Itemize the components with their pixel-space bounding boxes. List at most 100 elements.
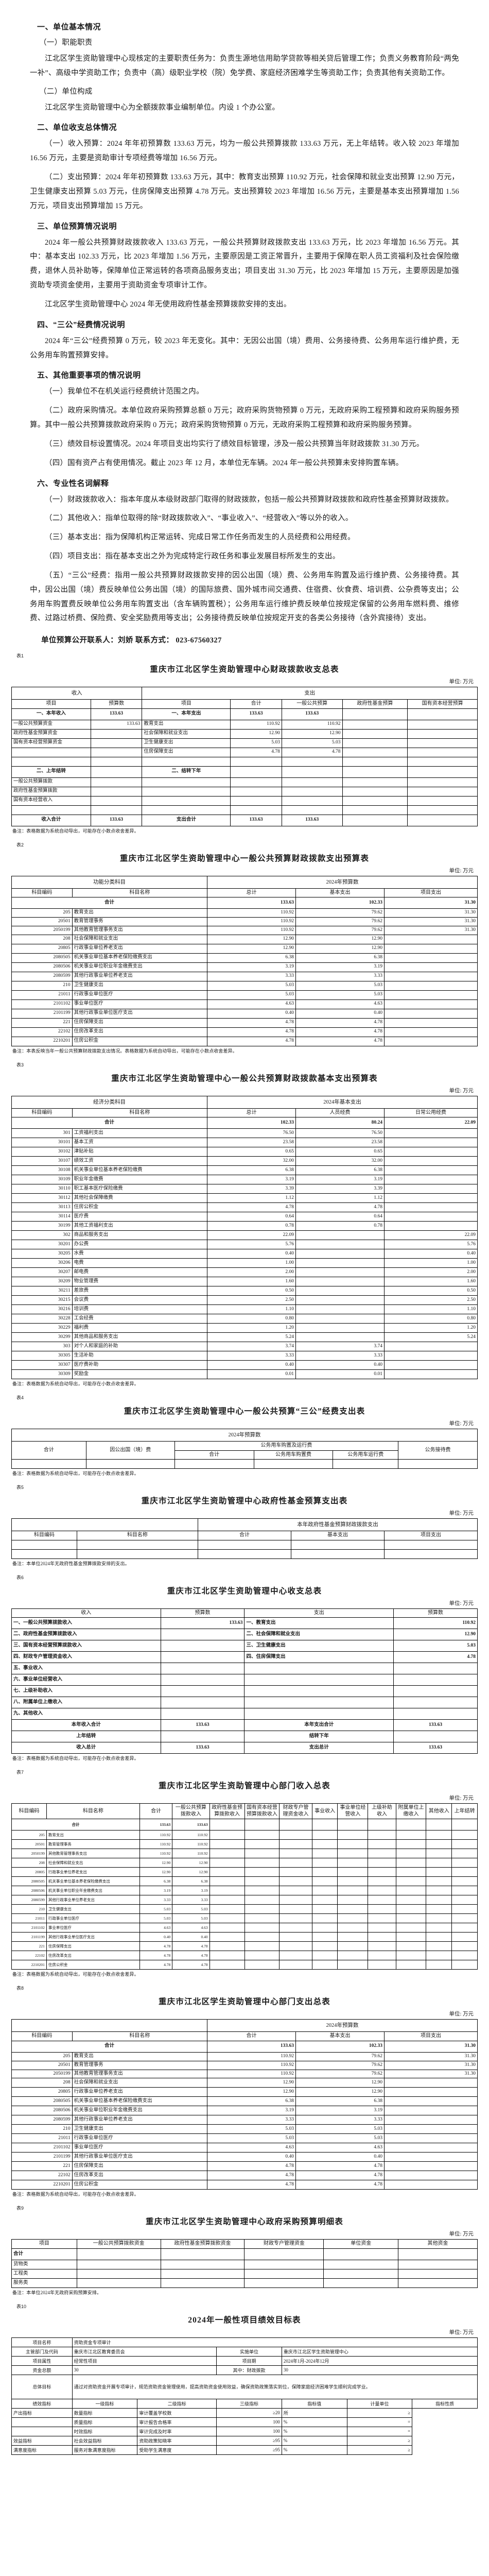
table-cell: 12.90 bbox=[172, 1867, 210, 1877]
table-cell bbox=[383, 980, 478, 991]
table-row: 质量指标 审计报告合格率 100% = bbox=[11, 2417, 478, 2427]
table-cell bbox=[451, 1932, 478, 1942]
table-cell: 机关事业单位职业年金缴费支出 bbox=[72, 962, 208, 972]
table-row: 一、一般公共预算拨款收入 133.63 一、教育支出 110.92 bbox=[11, 1617, 478, 1630]
table9-col-5: 其他资金 bbox=[398, 2239, 478, 2249]
table4-col-reception: 公务接待费 bbox=[398, 1441, 478, 1460]
table-cell bbox=[451, 1904, 478, 1914]
table-row: 2101199 其他行政事业单位医疗支出 0.40 0.40 bbox=[11, 1008, 478, 1019]
table8-header-row: 科目编码 科目名称 合计 基本支出 项目支出 bbox=[11, 2031, 478, 2041]
table-row: 221 住房保障支出 4.78 4.78 bbox=[11, 1941, 478, 1952]
table-cell bbox=[395, 1951, 427, 1961]
table-cell: 100 bbox=[216, 2426, 282, 2436]
table-cell: 一、一般公共预算拨款收入 bbox=[11, 1617, 161, 1630]
table-cell: 3.74 bbox=[295, 1342, 385, 1352]
table-cell: 4.78 bbox=[207, 2161, 296, 2172]
table-cell bbox=[244, 1685, 394, 1698]
table-cell bbox=[337, 1960, 369, 1970]
table-row: 七、上级补助收入 bbox=[11, 1685, 478, 1698]
table3-note: 备注：表格数据为系统自动导出，可能存在小数点收舍差异。 bbox=[12, 1381, 139, 1387]
table-cell bbox=[281, 805, 343, 815]
table-cell: 满意度指标 bbox=[11, 2445, 73, 2455]
table-row: 2080599 其他行政事业单位养老支出 3.33 3.33 bbox=[11, 2115, 478, 2125]
table-cell: 收入总计 bbox=[11, 1742, 161, 1754]
table-cell: 210 bbox=[11, 2124, 73, 2134]
table-row: 二、政府性基金预算拨款收入 二、社会保障和就业支出 12.90 bbox=[11, 1629, 478, 1641]
table-cell: 30113 bbox=[11, 1202, 73, 1213]
table-cell: 0.50 bbox=[383, 1286, 478, 1296]
table10-row-goal: 总体目标 通过对资助资金开展专项审计，规范资助资金管理使用，提高资助资金使用效益… bbox=[11, 2374, 478, 2399]
table-cell bbox=[290, 1539, 385, 1550]
table9-header-row: 项目 一般公共预算拨款资金 政府性基金预算拨款资金 财政专户管理资金 单位资金 … bbox=[11, 2239, 478, 2249]
table4-top-header-row: 2024年预算数 bbox=[11, 1429, 478, 1442]
table7-note: 备注：表格数据为系统自动导出，可能存在小数点收舍差异。 bbox=[12, 1972, 139, 1977]
table-cell: 0.64 bbox=[295, 1212, 385, 1222]
table-cell: 1.10 bbox=[383, 1304, 478, 1315]
table9-col-2: 政府性基金预算拨款资金 bbox=[160, 2239, 245, 2249]
table-cell bbox=[383, 1147, 478, 1157]
table-cell: 四、住房保障支出 bbox=[244, 1651, 394, 1664]
table-cell bbox=[451, 1941, 478, 1952]
table-cell: 0.64 bbox=[207, 1212, 296, 1222]
table-cell: 2101199 bbox=[11, 2152, 73, 2162]
table-cell: 收入合计 bbox=[11, 814, 91, 826]
table-cell bbox=[383, 1369, 478, 1380]
table-cell bbox=[230, 805, 282, 815]
table-cell: 79.62 bbox=[295, 2060, 385, 2070]
table10-ind-col-0: 一级指标 bbox=[72, 2398, 138, 2409]
table-cell: 5.76 bbox=[383, 1240, 478, 1250]
table-cell: 20805 bbox=[11, 1867, 47, 1877]
table-cell: 九、其他收入 bbox=[11, 1708, 161, 1720]
table-row: 合计 bbox=[11, 2248, 478, 2260]
table6-col-3: 预算数 bbox=[393, 1608, 478, 1618]
table7-col-10: 附属单位上缴收入 bbox=[395, 1803, 427, 1820]
table-cell: 30102 bbox=[11, 1147, 73, 1157]
paragraph-1-1: 江北区学生资助管理中心现核定的主要职责任务为：负责生源地信用助学贷款等相关贷后管… bbox=[30, 55, 459, 77]
table-cell bbox=[426, 1886, 452, 1896]
table-cell: 办公费 bbox=[72, 1240, 208, 1250]
table-cell bbox=[393, 1697, 478, 1709]
table-cell bbox=[279, 1960, 312, 1970]
table-cell bbox=[337, 1876, 369, 1887]
table-cell bbox=[383, 1138, 478, 1148]
table-cell bbox=[383, 2161, 478, 2172]
table-cell: 4.78 bbox=[295, 2171, 385, 2181]
table-cell bbox=[90, 805, 143, 815]
table-cell bbox=[407, 805, 478, 815]
table-cell bbox=[209, 1849, 245, 1859]
table2-col-2: 总计 bbox=[207, 888, 296, 898]
table-cell: ≥ bbox=[346, 2435, 413, 2446]
table-cell bbox=[383, 1165, 478, 1176]
table-cell bbox=[90, 738, 143, 748]
table-cell bbox=[407, 708, 478, 720]
table-cell bbox=[76, 2278, 161, 2288]
table-cell: 30305 bbox=[11, 1351, 73, 1361]
table-cell: 一、本年收入 bbox=[11, 708, 91, 720]
table-cell bbox=[209, 1839, 245, 1850]
table-cell bbox=[244, 1830, 280, 1840]
table-cell: 工会经费 bbox=[72, 1314, 208, 1324]
table2-group-right: 2024年预算数 bbox=[207, 875, 478, 889]
table-cell bbox=[311, 1849, 338, 1859]
table-cell bbox=[407, 719, 478, 730]
table3-group-right: 2024年基本支出 bbox=[207, 1095, 478, 1109]
table-row: 205 教育支出 110.92 79.62 31.30 bbox=[11, 908, 478, 918]
table-cell: 3.33 bbox=[207, 2115, 296, 2125]
table-cell: 2080506 bbox=[11, 1886, 47, 1896]
table-cell: 其他教育管理事务支出 bbox=[46, 1849, 140, 1859]
table-cell bbox=[209, 1876, 245, 1887]
table-row: 302 商品和服务支出 22.09 22.09 bbox=[11, 1230, 478, 1241]
table-cell: 事业单位医疗 bbox=[46, 1923, 140, 1933]
table-cell: 住房保障支出 bbox=[142, 747, 231, 757]
table-cell bbox=[368, 1858, 396, 1868]
paragraph-5-3: （三）绩效目标设置情况。2024 年项目支出均实行了绩效目标管理，涉及一般公共预… bbox=[45, 439, 424, 448]
table-cell: 其他行政事业单位医疗支出 bbox=[46, 1932, 140, 1942]
table2-body: 合计 133.63 102.33 31.30 205 教育支出 110.92 79.62 31.… bbox=[11, 897, 478, 1046]
table-cell: 4.78 bbox=[139, 1951, 173, 1961]
table-cell bbox=[11, 756, 91, 767]
table2-group-left: 功能分类科目 bbox=[11, 875, 208, 889]
table-cell: 6.38 bbox=[295, 953, 385, 963]
table-row: 20501 教育管理事务 110.92 79.62 31.30 bbox=[11, 2060, 478, 2070]
table-cell bbox=[311, 1941, 338, 1952]
table-cell: 4.78 bbox=[230, 747, 282, 757]
